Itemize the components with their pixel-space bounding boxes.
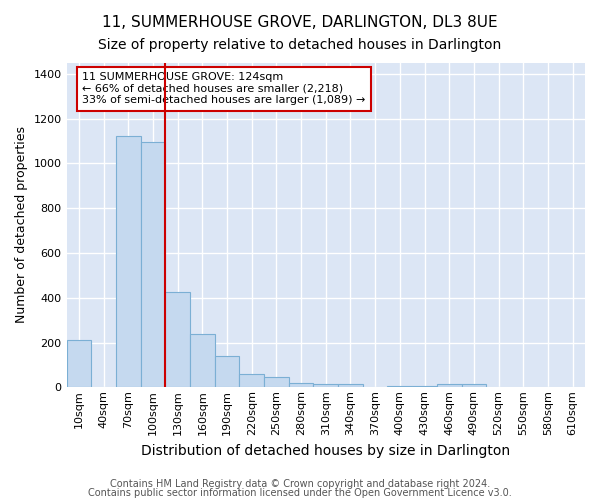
Bar (437, 384, 461, 388)
Text: 11, SUMMERHOUSE GROVE, DARLINGTON, DL3 8UE: 11, SUMMERHOUSE GROVE, DARLINGTON, DL3 8… (102, 15, 498, 30)
X-axis label: Distribution of detached houses by size in Darlington: Distribution of detached houses by size … (141, 444, 511, 458)
Text: 11 SUMMERHOUSE GROVE: 124sqm
← 66% of detached houses are smaller (2,218)
33% of: 11 SUMMERHOUSE GROVE: 124sqm ← 66% of de… (82, 72, 365, 106)
Bar (140, 142, 165, 388)
Bar (388, 386, 412, 388)
Text: Contains HM Land Registry data © Crown copyright and database right 2024.: Contains HM Land Registry data © Crown c… (110, 479, 490, 489)
Bar (338, 384, 363, 388)
Y-axis label: Number of detached properties: Number of detached properties (15, 126, 28, 324)
Bar (190, 334, 215, 388)
Bar (67, 340, 91, 388)
Bar (215, 356, 239, 388)
Bar (461, 384, 486, 388)
Bar (239, 374, 264, 388)
Text: Size of property relative to detached houses in Darlington: Size of property relative to detached ho… (98, 38, 502, 52)
Bar (412, 386, 437, 388)
Bar (165, 292, 190, 388)
Text: Contains public sector information licensed under the Open Government Licence v3: Contains public sector information licen… (88, 488, 512, 498)
Bar (264, 378, 289, 388)
Bar (313, 384, 338, 388)
Bar (289, 383, 313, 388)
Bar (116, 136, 140, 388)
